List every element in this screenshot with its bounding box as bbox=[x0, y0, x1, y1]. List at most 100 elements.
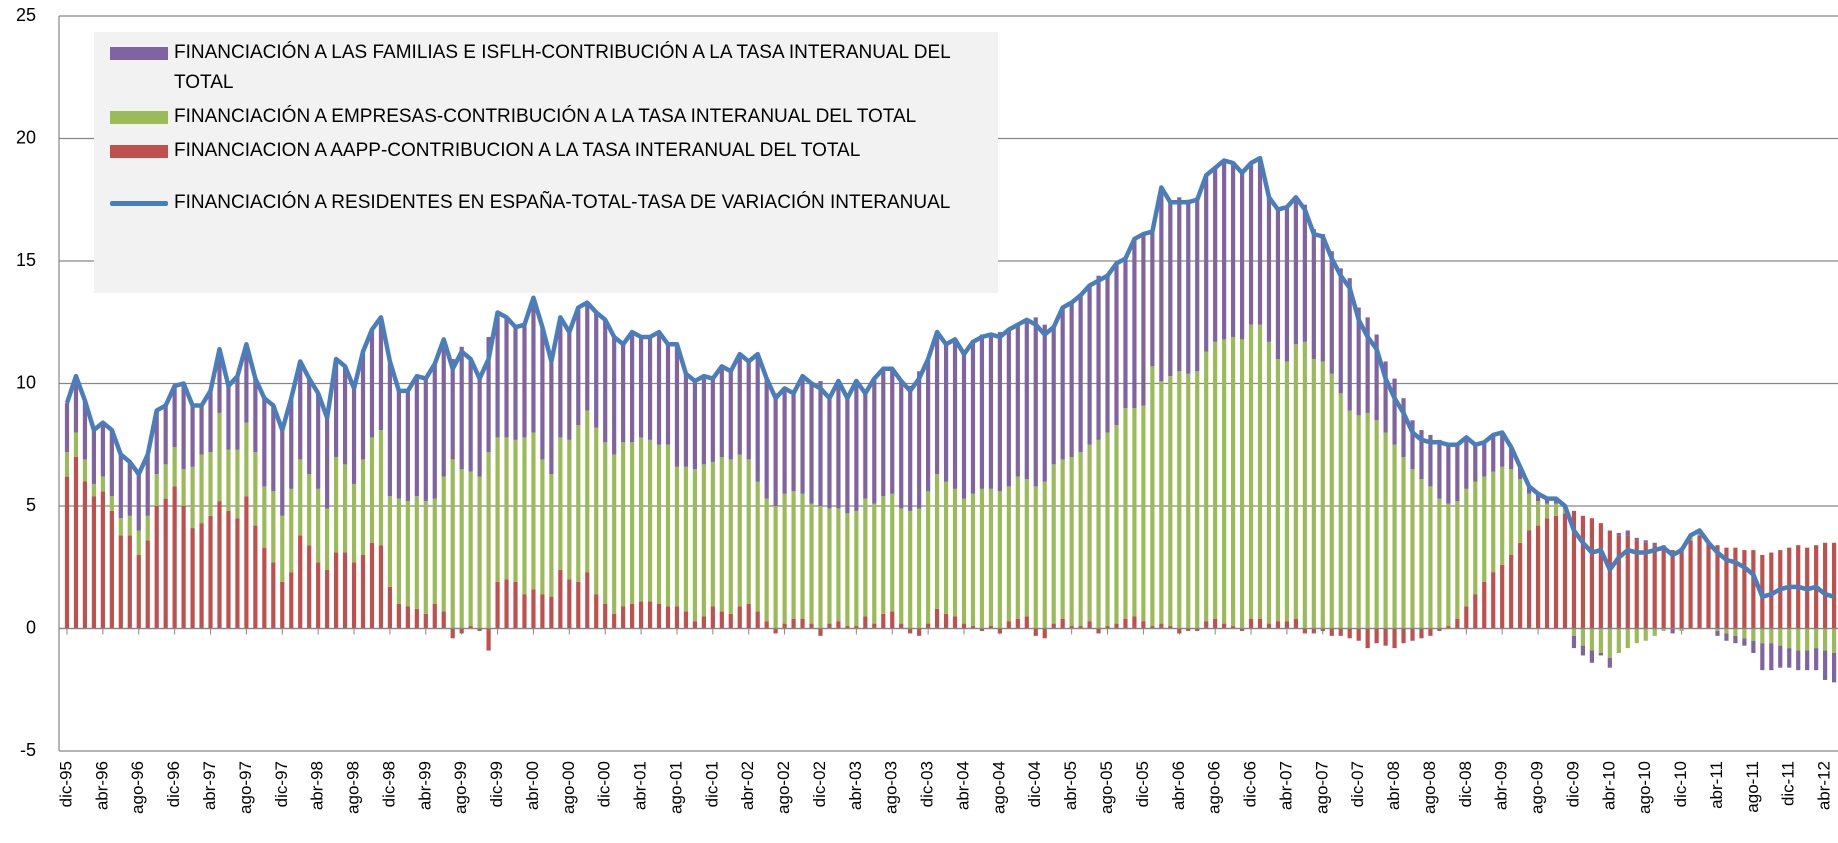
bar bbox=[405, 501, 410, 607]
bar bbox=[576, 307, 581, 426]
bar bbox=[396, 390, 401, 499]
bar bbox=[1186, 373, 1191, 629]
bar bbox=[970, 341, 976, 494]
bar bbox=[235, 376, 240, 450]
bar bbox=[576, 425, 581, 582]
bar bbox=[316, 393, 321, 489]
bar bbox=[926, 491, 931, 624]
bar bbox=[1553, 503, 1559, 516]
bar bbox=[854, 510, 859, 627]
bar bbox=[1652, 628, 1657, 636]
bar bbox=[351, 562, 357, 629]
bar bbox=[1446, 503, 1451, 627]
x-tick-label: dic-07 bbox=[1348, 761, 1367, 807]
bar bbox=[387, 361, 393, 497]
bar bbox=[271, 405, 276, 492]
bar bbox=[719, 366, 724, 457]
bar bbox=[91, 430, 97, 484]
y-tick-label: -5 bbox=[20, 740, 36, 760]
bar bbox=[199, 405, 204, 455]
bar bbox=[818, 628, 823, 636]
bar bbox=[1831, 653, 1837, 683]
x-tick-label: abr-09 bbox=[1492, 761, 1511, 810]
bar bbox=[1473, 444, 1478, 482]
bar bbox=[1742, 638, 1747, 646]
bar bbox=[881, 613, 886, 629]
y-tick-label: 15 bbox=[16, 250, 36, 270]
x-tick-label: ago-11 bbox=[1743, 761, 1762, 813]
bar bbox=[701, 616, 706, 629]
bar bbox=[1177, 197, 1182, 372]
bar bbox=[710, 461, 715, 607]
bar bbox=[809, 383, 814, 504]
bar bbox=[495, 312, 500, 438]
bar bbox=[316, 488, 321, 563]
bar bbox=[136, 530, 141, 555]
bar bbox=[665, 606, 671, 629]
bar bbox=[432, 604, 437, 629]
bar bbox=[997, 628, 1002, 634]
bar bbox=[334, 359, 339, 457]
bar bbox=[226, 449, 231, 511]
bar bbox=[1356, 415, 1361, 629]
bar bbox=[558, 437, 563, 570]
bar bbox=[665, 444, 671, 607]
bar bbox=[1096, 439, 1101, 629]
bar bbox=[253, 452, 258, 526]
x-tick-label: dic-99 bbox=[487, 761, 506, 807]
bar bbox=[1634, 540, 1639, 629]
bar bbox=[199, 454, 204, 524]
x-tick-label: ago-01 bbox=[666, 761, 685, 814]
bar bbox=[1482, 476, 1487, 582]
bar bbox=[1105, 275, 1110, 433]
bar bbox=[504, 437, 509, 580]
bar bbox=[773, 393, 778, 506]
bar bbox=[1831, 542, 1837, 629]
bar bbox=[1410, 469, 1415, 629]
bar bbox=[1509, 447, 1514, 470]
bar bbox=[737, 454, 742, 607]
bar bbox=[244, 422, 249, 497]
bar bbox=[109, 430, 114, 497]
bar bbox=[647, 601, 653, 629]
bar bbox=[872, 623, 877, 629]
bar bbox=[1231, 336, 1236, 627]
bar bbox=[567, 439, 572, 580]
bar bbox=[82, 459, 88, 482]
x-tick-label: ago-03 bbox=[882, 761, 901, 814]
bar bbox=[1222, 623, 1227, 629]
bar bbox=[289, 398, 294, 489]
bar bbox=[612, 454, 617, 614]
bar bbox=[1168, 626, 1173, 629]
bar bbox=[890, 368, 895, 494]
bar bbox=[91, 496, 97, 629]
bar bbox=[441, 476, 446, 612]
bar bbox=[1733, 635, 1738, 644]
bar bbox=[1805, 650, 1810, 671]
bar bbox=[235, 449, 240, 519]
bar bbox=[1410, 628, 1415, 641]
legend-swatch bbox=[110, 102, 168, 132]
bar bbox=[145, 515, 150, 541]
bar bbox=[172, 447, 177, 487]
bar bbox=[854, 381, 859, 511]
bar bbox=[163, 498, 168, 629]
x-tick-label: ago-09 bbox=[1528, 761, 1547, 814]
bar bbox=[701, 464, 706, 617]
bar bbox=[1652, 545, 1657, 629]
bar bbox=[665, 344, 671, 445]
x-tick-label: dic-00 bbox=[595, 761, 614, 807]
bar bbox=[477, 376, 482, 477]
bar bbox=[1042, 628, 1047, 639]
bar bbox=[1042, 481, 1047, 629]
bar bbox=[531, 432, 536, 590]
bar bbox=[540, 594, 545, 629]
bar bbox=[845, 398, 850, 514]
x-tick-label: dic-02 bbox=[810, 761, 829, 807]
bar bbox=[1302, 628, 1307, 634]
x-tick-label: abr-96 bbox=[92, 761, 111, 810]
legend-entry: FINANCIACIÓN A LAS FAMILIAS E ISFLH-CONT… bbox=[110, 38, 998, 98]
bar bbox=[1123, 618, 1128, 629]
bar bbox=[1787, 648, 1792, 668]
bar bbox=[1356, 628, 1361, 641]
